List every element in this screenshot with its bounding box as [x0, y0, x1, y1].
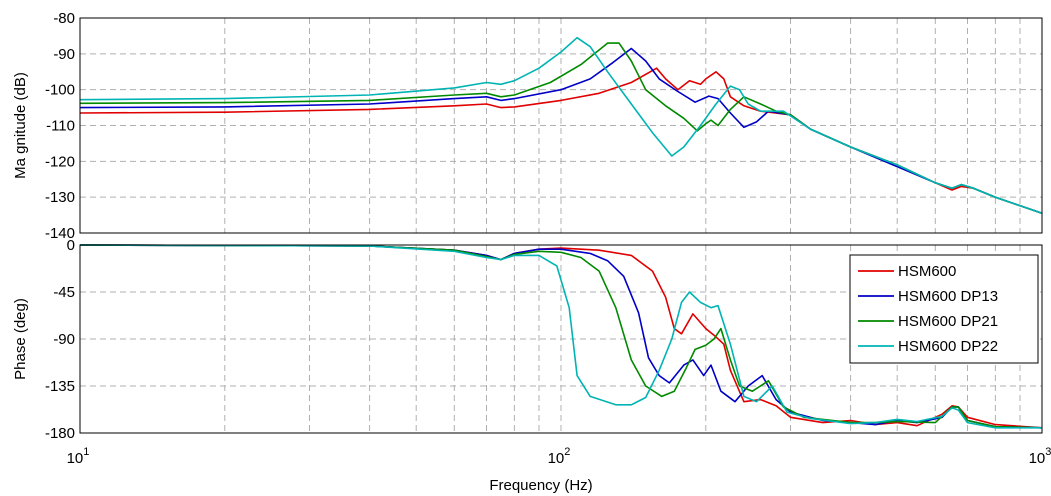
- legend: HSM600 HSM600 DP13 HSM600 DP21 HSM600 DP22: [849, 254, 1039, 364]
- mag-ytick-label: -120: [45, 153, 75, 170]
- frequency-axis-label: Frequency (Hz): [489, 477, 592, 494]
- mag-series-hsm600-dp22: [79, 36, 1043, 215]
- phase-ytick-label: -45: [53, 284, 75, 301]
- phase-axes-frame: [79, 244, 1043, 434]
- phase-axis-label: Phase (deg): [12, 298, 29, 380]
- legend-box: [849, 254, 1039, 364]
- phase-series-hsm600-dp22: [79, 244, 1042, 429]
- mag-axes-frame: [79, 17, 1043, 234]
- phase-ytick-label: -180: [45, 425, 75, 442]
- legend-label: HSM600 DP21: [898, 313, 998, 330]
- phase-ytick-label: 0: [67, 237, 75, 254]
- mag-ytick-label: -110: [46, 118, 75, 135]
- mag-ytick-label: -100: [45, 82, 75, 99]
- magnitude-panel: -80 -90 -100 -110 -120 -130 -140: [45, 10, 1043, 242]
- phase-series-hsm600-dp21: [79, 244, 1043, 429]
- mag-ytick-label: -140: [45, 225, 75, 242]
- legend-label: HSM600: [898, 263, 956, 280]
- mag-ytick-label: -130: [45, 189, 75, 206]
- legend-label: HSM600 DP22: [898, 338, 998, 355]
- phase-ytick-label: -135: [45, 378, 75, 395]
- xtick-label: 101: [67, 446, 90, 467]
- magnitude-axis-label: Ma gnitude (dB): [12, 72, 29, 179]
- legend-label: HSM600 DP13: [898, 288, 998, 305]
- mag-ytick-label: -80: [53, 10, 75, 27]
- xtick-label: 102: [548, 446, 571, 467]
- xtick-label: 103: [1029, 446, 1051, 467]
- phase-ytick-label: -90: [53, 331, 75, 348]
- mag-ytick-label: -90: [53, 46, 75, 63]
- x-tick-labels: 101 102 103: [67, 446, 1051, 467]
